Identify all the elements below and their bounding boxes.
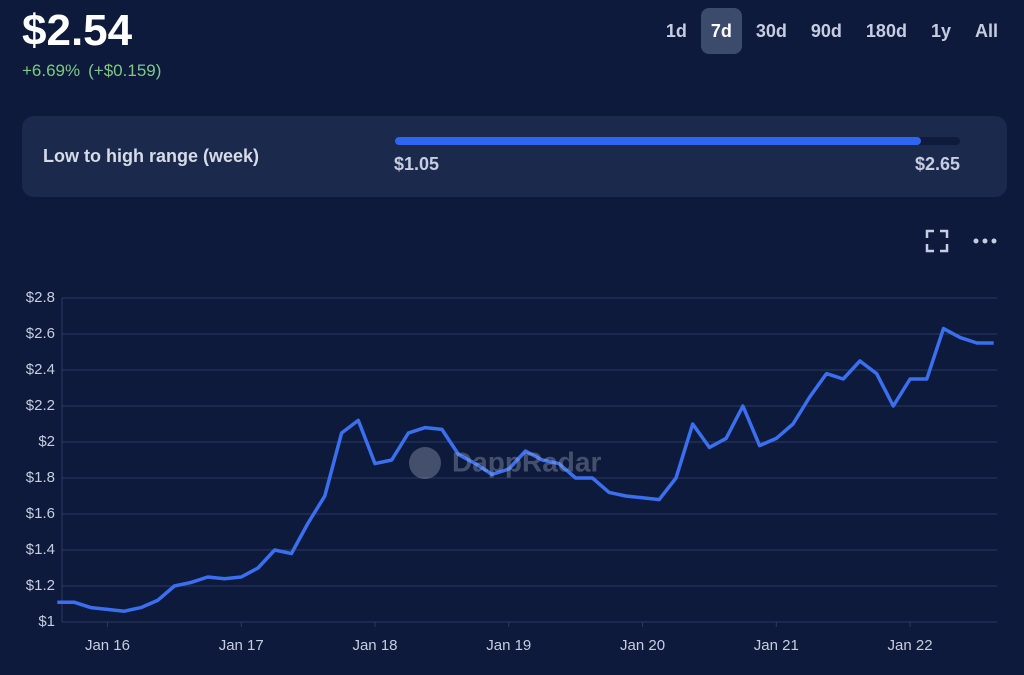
y-tick-label: $1.6: [26, 505, 55, 522]
y-tick-label: $2: [38, 433, 55, 450]
x-tick-label: Jan 18: [352, 637, 397, 654]
x-tick-label: Jan 20: [620, 637, 665, 654]
menu-icon[interactable]: [973, 238, 997, 244]
y-tick-label: $1.4: [26, 541, 55, 558]
fullscreen-icon[interactable]: [925, 229, 949, 253]
y-tick-label: $2.2: [26, 397, 55, 414]
x-tick-label: Jan 16: [85, 637, 130, 654]
watermark-text: DappRadar: [452, 446, 601, 477]
x-tick-label: Jan 21: [754, 637, 799, 654]
change: +6.69% (+$0.159): [22, 61, 169, 81]
y-tick-label: $1: [38, 613, 55, 630]
y-tick-label: $2.8: [26, 289, 55, 306]
x-tick-label: Jan 22: [888, 637, 933, 654]
timeframe-button[interactable]: 30d: [755, 21, 787, 41]
x-tick-label: Jan 17: [219, 637, 264, 654]
plot: $1 $1.2 $1.4 $1.6 $1.8 $2 $2.2 $2.4 $2.6 $2.8 Jan …: [26, 289, 997, 654]
range-label: Low to high range (week): [43, 146, 260, 166]
y-tick-label: $1.8: [26, 469, 55, 486]
change-abs: (+$0.159): [88, 61, 162, 80]
range-low: $1.05: [394, 154, 440, 174]
price: $2.54: [22, 6, 133, 55]
range-fill: [395, 137, 922, 145]
range-track: [395, 137, 960, 145]
y-tick-label: $1.2: [26, 577, 55, 594]
change-pct: +6.69%: [22, 61, 81, 80]
timeframe-button[interactable]: 1y: [930, 21, 951, 41]
timeframe-button[interactable]: 90d: [810, 21, 842, 41]
price-line: [57, 326, 994, 613]
timeframe-button[interactable]: 7d: [700, 8, 742, 54]
timeframe-button[interactable]: 1d: [665, 21, 687, 41]
y-tick-label: $2.4: [26, 361, 55, 378]
watermark: DappRadar: [409, 446, 601, 479]
timeframe-button[interactable]: All: [974, 21, 998, 41]
range-high: $2.65: [914, 154, 960, 174]
range-card: Low to high range (week) $1.05 $2.65: [22, 116, 1007, 197]
y-tick-label: $2.6: [26, 325, 55, 342]
x-tick-label: Jan 19: [486, 637, 531, 654]
timeframe-button[interactable]: 180d: [865, 21, 907, 41]
timeframes: 1d 7d 30d 90d 180d 1y All: [652, 8, 1008, 54]
